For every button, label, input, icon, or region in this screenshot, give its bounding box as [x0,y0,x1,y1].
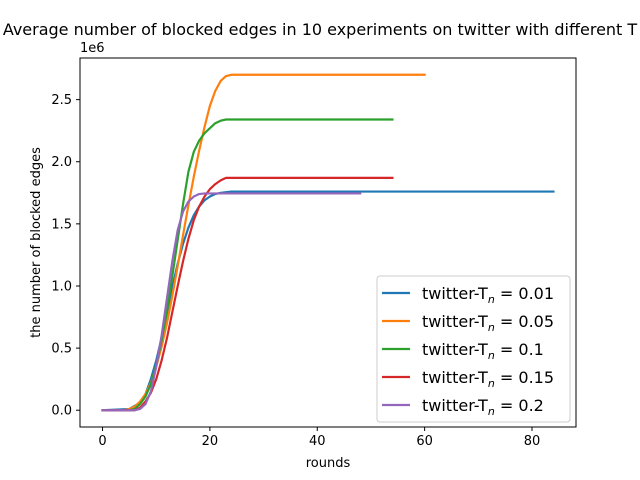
legend-label-prefix: twitter-T [422,368,488,387]
x-axis: 0 20 40 60 80 [98,427,540,449]
y-tick-label: 0.5 [51,342,72,357]
legend-label-subscript: n [488,377,495,390]
y-tick-label: 1.0 [51,279,72,294]
x-tick-label: 60 [416,434,433,449]
y-offset-text: 1e6 [80,41,105,56]
legend-label-value: = 0.01 [495,284,554,303]
x-tick-label: 40 [309,434,326,449]
legend-label-value: = 0.15 [495,368,554,387]
plot-border [79,57,577,428]
legend-label-prefix: twitter-T [422,340,488,359]
y-tick-label: 2.5 [51,93,72,108]
series-layer [101,73,555,412]
legend-box [376,275,571,423]
y-axis-label: the number of blocked edges [29,147,44,338]
legend-label-value: = 0.05 [495,312,554,331]
legend-label-1: twitter-Tn = 0.05 [422,312,554,334]
y-tick-label: 0.0 [51,404,72,419]
legend-label-2: twitter-Tn = 0.1 [422,340,544,362]
y-axis: 0.0 0.5 1.0 1.5 2.0 2.5 [51,93,80,419]
legend-label-subscript: n [488,405,495,418]
y-tick-label: 2.0 [51,155,72,170]
x-axis-label: rounds [306,456,351,471]
legend-label-value: = 0.1 [495,340,544,359]
legend-label-4: twitter-Tn = 0.2 [422,396,544,418]
chart-title: Average number of blocked edges in 10 ex… [3,20,638,39]
legend-label-value: = 0.2 [495,396,544,415]
legend-label-subscript: n [488,349,495,362]
legend-label-subscript: n [488,321,495,334]
legend-label-prefix: twitter-T [422,312,488,331]
x-tick-label: 80 [524,434,541,449]
legend-label-0: twitter-Tn = 0.01 [422,284,554,306]
legend-label-prefix: twitter-T [422,396,488,415]
series-line-1 [101,73,426,412]
y-tick-label: 1.5 [51,217,72,232]
legend-label-prefix: twitter-T [422,284,488,303]
legend-label-3: twitter-Tn = 0.15 [422,368,554,390]
series-line-2 [101,118,394,412]
legend-label-subscript: n [488,293,495,306]
series-line-4 [101,192,362,412]
x-tick-label: 0 [98,434,106,449]
x-tick-label: 20 [202,434,219,449]
